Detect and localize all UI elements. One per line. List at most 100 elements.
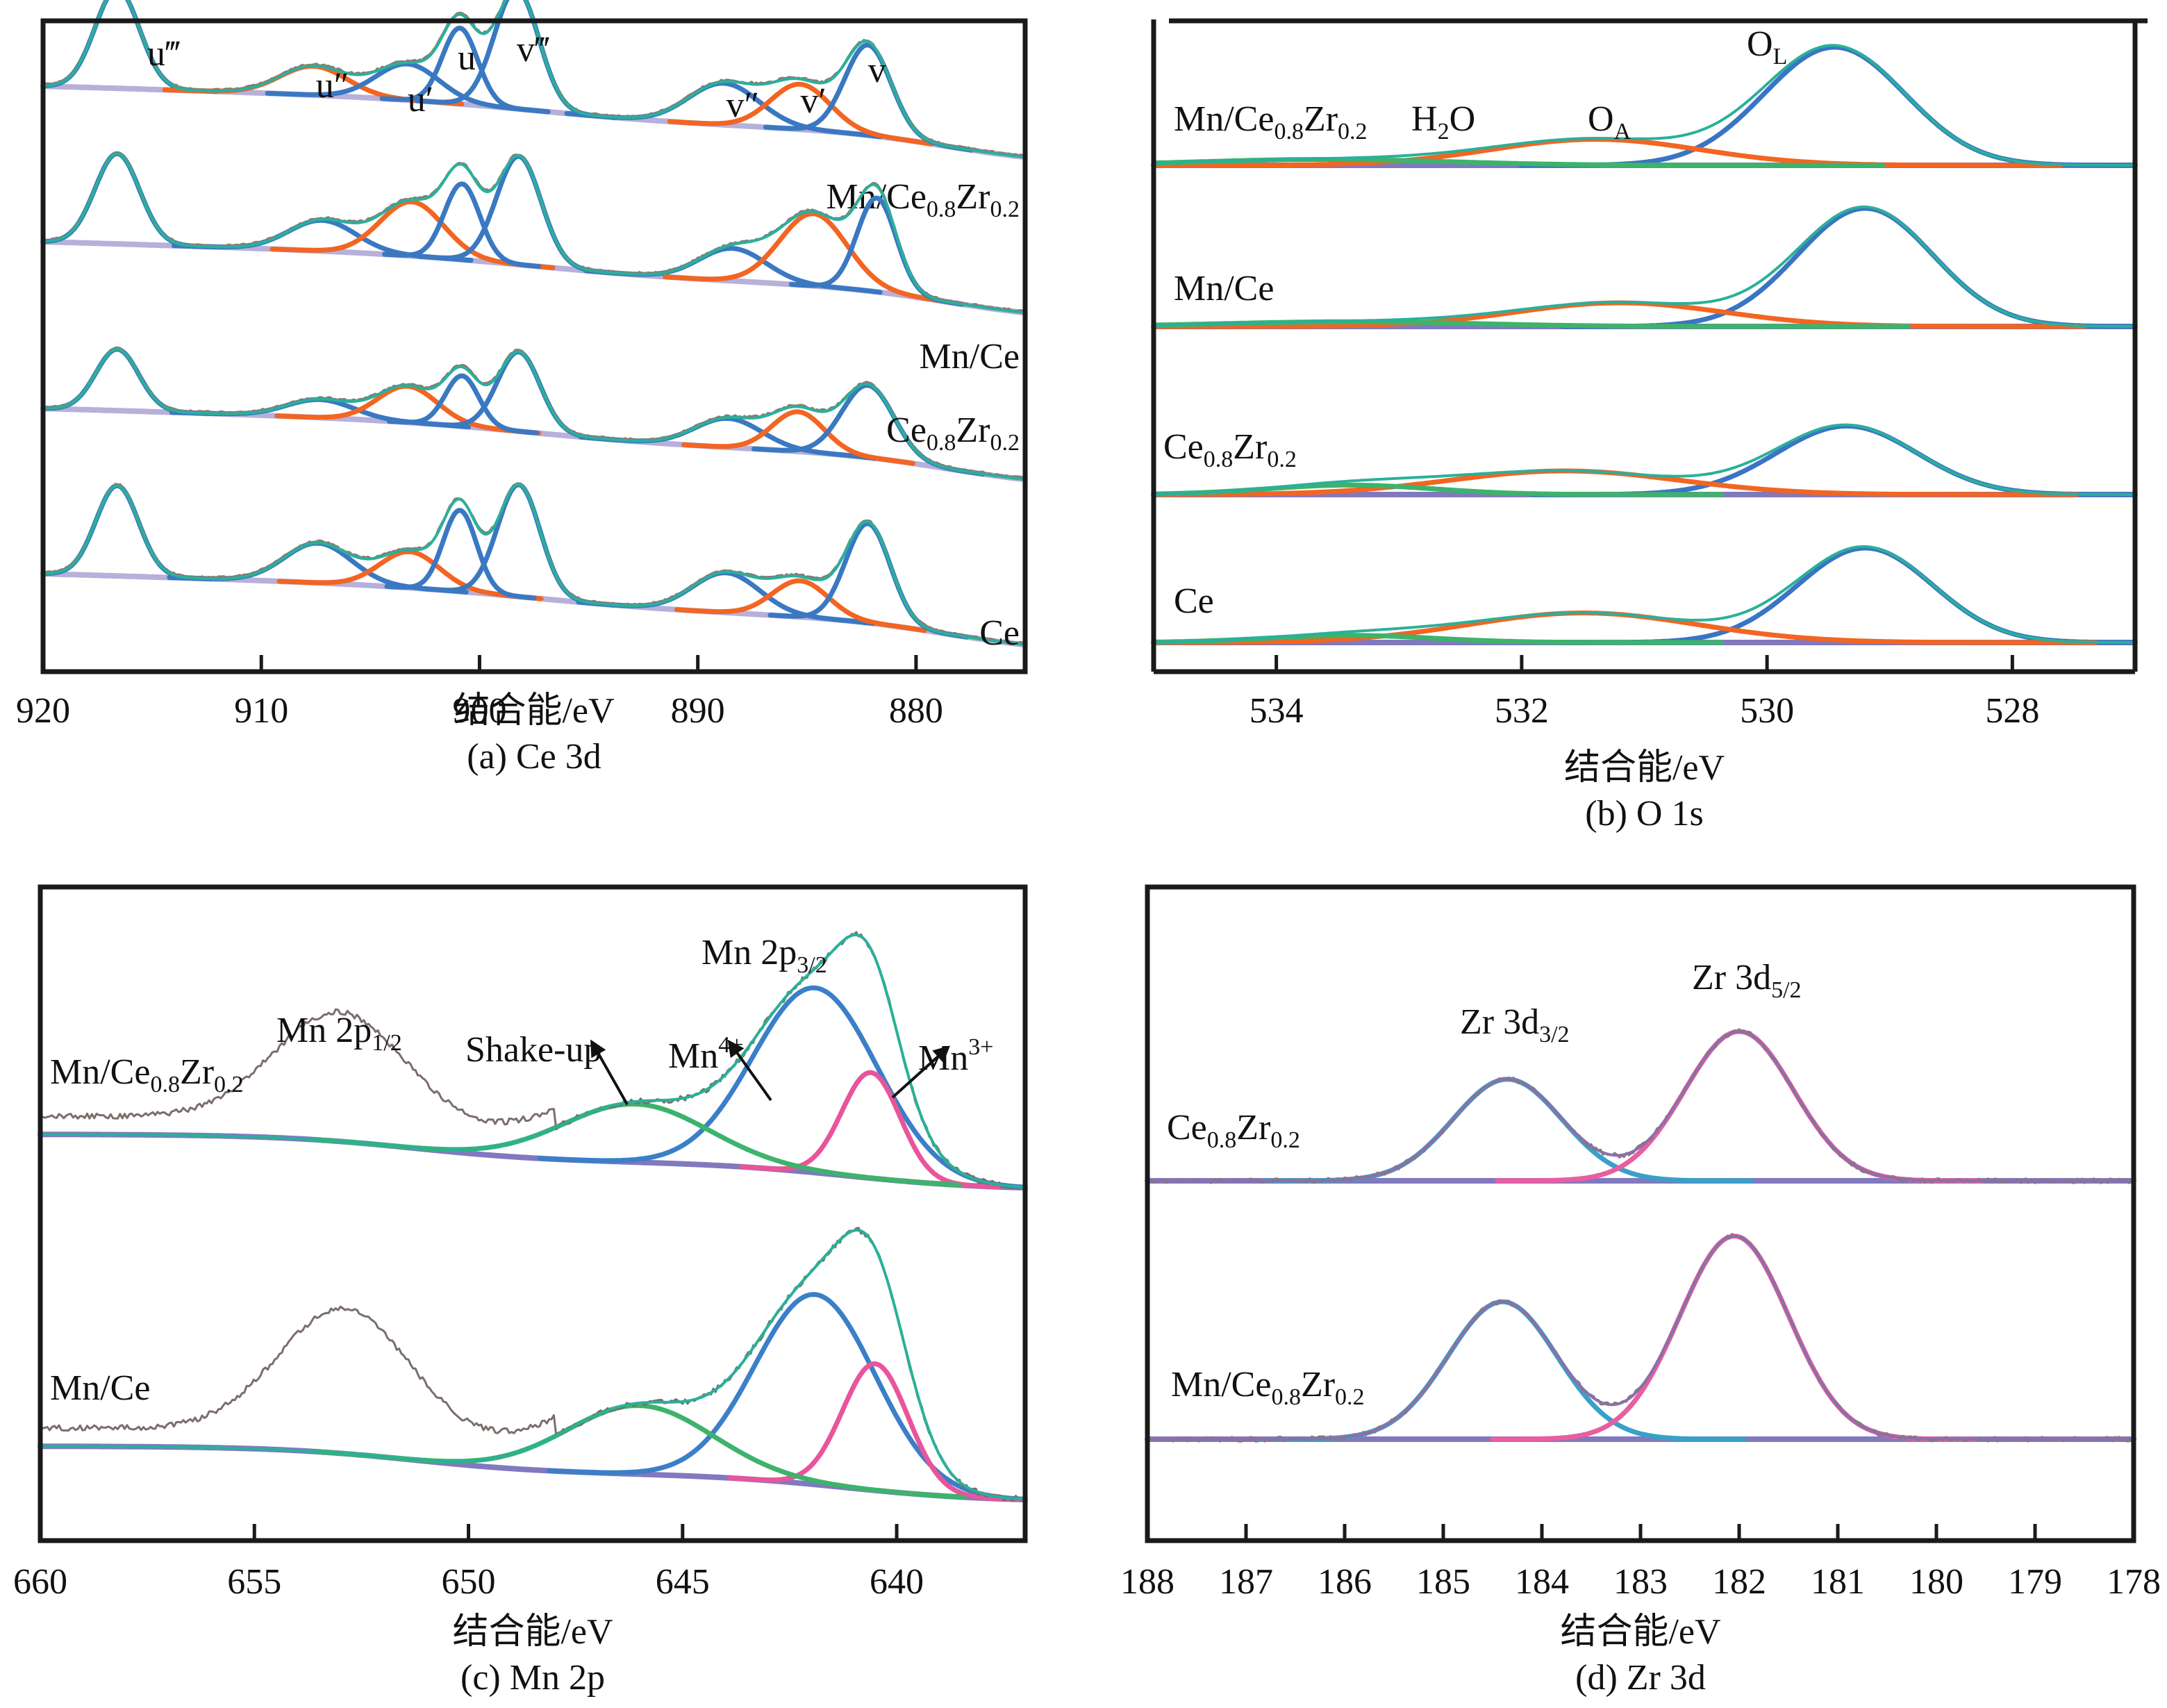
sample-label: Ce0.8Zr0.2: [886, 411, 1020, 456]
sample-label: Mn/Ce: [1174, 269, 1274, 308]
peak-o-a: [1151, 468, 2079, 497]
envelope-curve: [1146, 1234, 2135, 1441]
x-tick-label: 530: [1740, 691, 1794, 731]
x-tick-label: 180: [1909, 1562, 1963, 1602]
raw-data-curve: [1146, 1233, 2135, 1443]
spectrum-mn-ce0-8zr0-2: Mn/Ce0.8Zr0.2: [1145, 1233, 2136, 1443]
envelope-curve: [1152, 423, 2136, 496]
peak-ce4-: [422, 349, 616, 442]
panel-caption: (d) Zr 3d: [1575, 1658, 1706, 1698]
panel-zr-3d: Ce0.8Zr0.2 Mn/Ce0.8Zr0.2 188 187 186 185 184 18…: [1120, 884, 2161, 1698]
envelope-curve: [1146, 1030, 2135, 1182]
panel-o-1s: Mn/Ce0.8Zr0.2 Mn/Ce Ce0.8Zr0.2 Ce 534 532 530 5…: [1151, 18, 2148, 834]
x-tick-label: 640: [870, 1562, 924, 1602]
peak-label-mn3: Mn3+: [918, 1034, 993, 1078]
peak-ce4-: [382, 181, 542, 270]
peak-label-zr-3d32: Zr 3d3/2: [1460, 1002, 1570, 1047]
peak-ce3-: [663, 211, 965, 307]
envelope-curve: [42, 347, 1027, 481]
plot-frame: [1145, 884, 2136, 1543]
spectrum-mn-ce0-8zr0-2: Mn/Ce0.8Zr0.2: [1151, 44, 2138, 168]
peak-label-h2o: H2O: [1411, 99, 1475, 144]
envelope-curve: [39, 1229, 1027, 1501]
sample-label: Mn/Ce: [50, 1368, 150, 1408]
annotation-arrow: [727, 1039, 772, 1102]
sample-label: Mn/Ce0.8Zr0.2: [826, 177, 1020, 222]
x-tick-label: 186: [1318, 1562, 1372, 1602]
peak-label-shake-up: Shake-up: [465, 1030, 601, 1070]
peak-mn3-: [727, 1361, 1023, 1502]
peak-label-v‴: v‴: [517, 30, 550, 69]
envelope-curve: [42, 483, 1027, 647]
peak-label-o-a: OA: [1588, 99, 1632, 144]
x-tick-label: 660: [13, 1562, 67, 1602]
x-tick-label: 910: [234, 691, 288, 731]
spectrum-ce0-8zr0-2: Ce0.8Zr0.2: [1145, 1028, 2136, 1184]
x-tick-label: 178: [2107, 1562, 2161, 1602]
x-axis-title: 结合能/eV: [454, 691, 614, 731]
peak-label-v′: v′: [800, 81, 826, 121]
x-tick-label: 185: [1416, 1562, 1470, 1602]
envelope-curve: [1152, 545, 2136, 644]
x-tick-label: 900: [452, 691, 506, 731]
sample-label: Ce: [1174, 581, 1214, 621]
peak-ce4-: [172, 217, 474, 263]
background-curve: [40, 239, 1028, 316]
peak-zr-3d5-2: [1495, 1029, 1984, 1184]
x-tick-label: 528: [1985, 691, 2039, 731]
x-axis-title: 结合能/eV: [452, 1612, 613, 1652]
peak-zr-3d5-2: [1490, 1234, 1979, 1442]
peak-label-mn-2p32: Mn 2p3/2: [701, 933, 827, 978]
x-tick-label: 655: [227, 1562, 281, 1602]
peak-mn3-: [739, 1070, 1002, 1190]
peak-label-zr-3d52: Zr 3d5/2: [1692, 958, 1802, 1003]
x-tick-label: 534: [1249, 691, 1304, 731]
sample-label: Ce0.8Zr0.2: [1163, 427, 1297, 472]
peak-label-v: v: [868, 51, 886, 90]
peak-o-l: [1560, 206, 2138, 329]
annotation-arrow: [590, 1039, 629, 1105]
x-tick-label: 880: [889, 691, 943, 731]
spectrum-ce: Ce: [1151, 545, 2138, 645]
panel-ce-3d: Mn/Ce0.8Zr0.2 Mn/Ce Ce0.8Zr0.2 Ce 920 910 900 8…: [16, 0, 1028, 777]
x-axis-title: 结合能/eV: [1560, 1612, 1720, 1652]
sample-label: Mn/Ce0.8Zr0.2: [50, 1052, 244, 1097]
spectrum-mn-ce: Mn/Ce: [38, 1227, 1028, 1502]
peak-mn4-: [537, 985, 1028, 1190]
x-tick-label: 920: [16, 691, 70, 731]
peak-label-u″: u″: [316, 66, 349, 106]
plot-frame: [40, 18, 1028, 674]
panel-caption: (a) Ce 3d: [467, 737, 601, 777]
spectrum-ce0-8zr0-2: Ce0.8Zr0.2: [1151, 423, 2138, 497]
peak-shake-up: [310, 1102, 962, 1188]
background-curve: [40, 406, 1028, 483]
x-tick-label: 188: [1120, 1562, 1174, 1602]
envelope-curve: [42, 152, 1027, 315]
raw-data-curve: [39, 1227, 1027, 1502]
envelope-curve: [1152, 44, 2136, 167]
sample-label: Ce: [979, 613, 1020, 653]
x-tick-label: 650: [442, 1562, 496, 1602]
spectrum-mn-ce: Mn/Ce: [1151, 205, 2138, 329]
peak-ce3-: [681, 409, 915, 466]
x-tick-label: 187: [1219, 1562, 1273, 1602]
x-axis-title: 结合能/eV: [1564, 748, 1725, 788]
sample-label: Mn/Ce0.8Zr0.2: [1171, 1365, 1365, 1410]
panel-caption: (b) O 1s: [1585, 794, 1703, 834]
plot-frame: [38, 884, 1028, 1543]
peak-shake-up: [312, 1403, 967, 1500]
peak-ce3-: [674, 578, 927, 633]
peak-zr-3d3-2: [1262, 1077, 1754, 1184]
x-tick-label: 183: [1613, 1562, 1668, 1602]
x-tick-label: 181: [1811, 1562, 1865, 1602]
peak-label-v″: v″: [727, 85, 760, 125]
sample-label: Mn/Ce: [920, 337, 1020, 376]
peak-mn4-: [547, 1292, 1028, 1502]
spectrum-ce: Ce: [40, 482, 1028, 653]
peak-o-l: [1529, 423, 2138, 497]
sample-label: Mn/Ce0.8Zr0.2: [1174, 99, 1368, 144]
panel-caption: (c) Mn 2p: [460, 1658, 605, 1698]
sample-label: Ce0.8Zr0.2: [1167, 1108, 1300, 1153]
background-curve: [40, 571, 1028, 648]
envelope-curve: [39, 933, 1027, 1189]
